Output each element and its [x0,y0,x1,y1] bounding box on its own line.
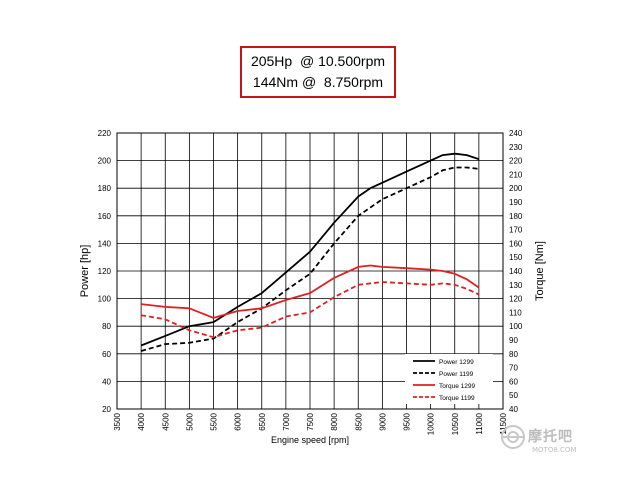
y-tick-label-left: 160 [98,212,112,221]
x-tick-label: 9000 [378,412,387,430]
x-tick-label: 6000 [234,412,243,430]
y-tick-label-right: 220 [509,157,523,166]
headline-box: 205Hp @ 10.500rpm 144Nm @ 8.750rpm [240,46,396,98]
x-tick-label: 11000 [475,412,484,434]
moto-logo-icon [501,425,525,449]
y-tick-label-right: 210 [509,170,523,179]
y-tick-label-right: 240 [509,129,523,138]
x-tick-label: 3500 [113,412,122,430]
series-line-power-1299 [140,152,480,347]
legend-label: Torque 1199 [439,395,475,402]
y-tick-label-right: 150 [509,253,523,262]
series-line-torque-1199 [140,281,480,339]
y-tick-label-right: 140 [509,267,523,276]
y-tick-label-left: 200 [98,157,112,166]
x-tick-label: 11500 [499,412,508,434]
x-tick-label: 5500 [210,412,219,430]
y-tick-label-left: 180 [98,184,112,193]
y-tick-label-left: 80 [102,322,111,331]
tick-labels: 3500 4000 4500 5000 5500 6000 6500 7000 7500 8000… [98,129,523,435]
headline-power: 205Hp @ 10.500rpm [250,53,386,69]
y-tick-label-right: 90 [509,336,518,345]
y-tick-label-right: 110 [509,308,522,317]
x-tick-label: 4500 [161,412,170,430]
x-axis-label: Engine speed [rpm] [271,435,349,445]
series-line-power-1199 [140,166,480,352]
watermark-url: MOTO8.COM [532,446,577,454]
watermark-text: 摩托吧 [528,429,573,445]
x-tick-label: 4000 [137,412,146,430]
x-tick-label: 5000 [185,412,194,430]
plot-frame [116,132,504,410]
watermark: 摩托吧 MOTO8.COM [500,420,596,460]
legend-label: Power 1199 [439,371,474,378]
y-tick-label-right: 200 [509,184,523,193]
y-tick-label-right: 160 [509,239,523,248]
series-line-torque-1299 [140,264,480,319]
y-tick-label-right: 80 [509,350,518,359]
legend-box [405,354,493,404]
y-tick-label-left: 40 [102,377,111,386]
x-tick-label: 7500 [306,412,315,430]
y-tick-label-right: 230 [509,143,523,152]
x-tick-label: 8500 [354,412,363,430]
x-tick-label: 6500 [258,412,267,430]
x-tick-label: 8000 [330,412,339,430]
y-tick-label-right: 50 [509,391,518,400]
y-axis-label-left: Power [hp] [79,245,91,298]
x-tick-label: 7000 [282,412,291,430]
y-tick-label-left: 60 [102,350,111,359]
y-tick-label-right: 130 [509,281,523,290]
y-tick-label-right: 100 [509,322,523,331]
y-tick-label-right: 190 [509,198,523,207]
y-axis-label-right: Torque [Nm] [534,241,546,301]
x-tick-label: 10500 [451,412,460,435]
y-tick-label-left: 120 [98,267,112,276]
y-tick-label-left: 100 [98,295,112,304]
y-tick-label-left: 20 [102,405,111,414]
series-lines [140,152,480,352]
y-tick-label-right: 180 [509,212,523,221]
y-tick-label-right: 40 [509,405,518,414]
x-tick-label: 9500 [403,412,412,430]
y-tick-label-left: 220 [98,129,112,138]
legend-label: Power 1299 [439,359,474,366]
y-tick-label-right: 120 [509,295,523,304]
y-tick-label-right: 170 [509,226,523,235]
x-tick-label: 10000 [427,412,436,435]
legend-label: Torque 1299 [439,383,476,390]
headline-torque: 144Nm @ 8.750rpm [252,74,384,90]
y-tick-label-left: 140 [98,239,112,248]
y-tick-label-right: 70 [509,364,518,373]
legend: Power 1299 Power 1199 Torque 1299 Torque 11… [405,354,493,404]
y-tick-label-right: 60 [509,377,518,386]
